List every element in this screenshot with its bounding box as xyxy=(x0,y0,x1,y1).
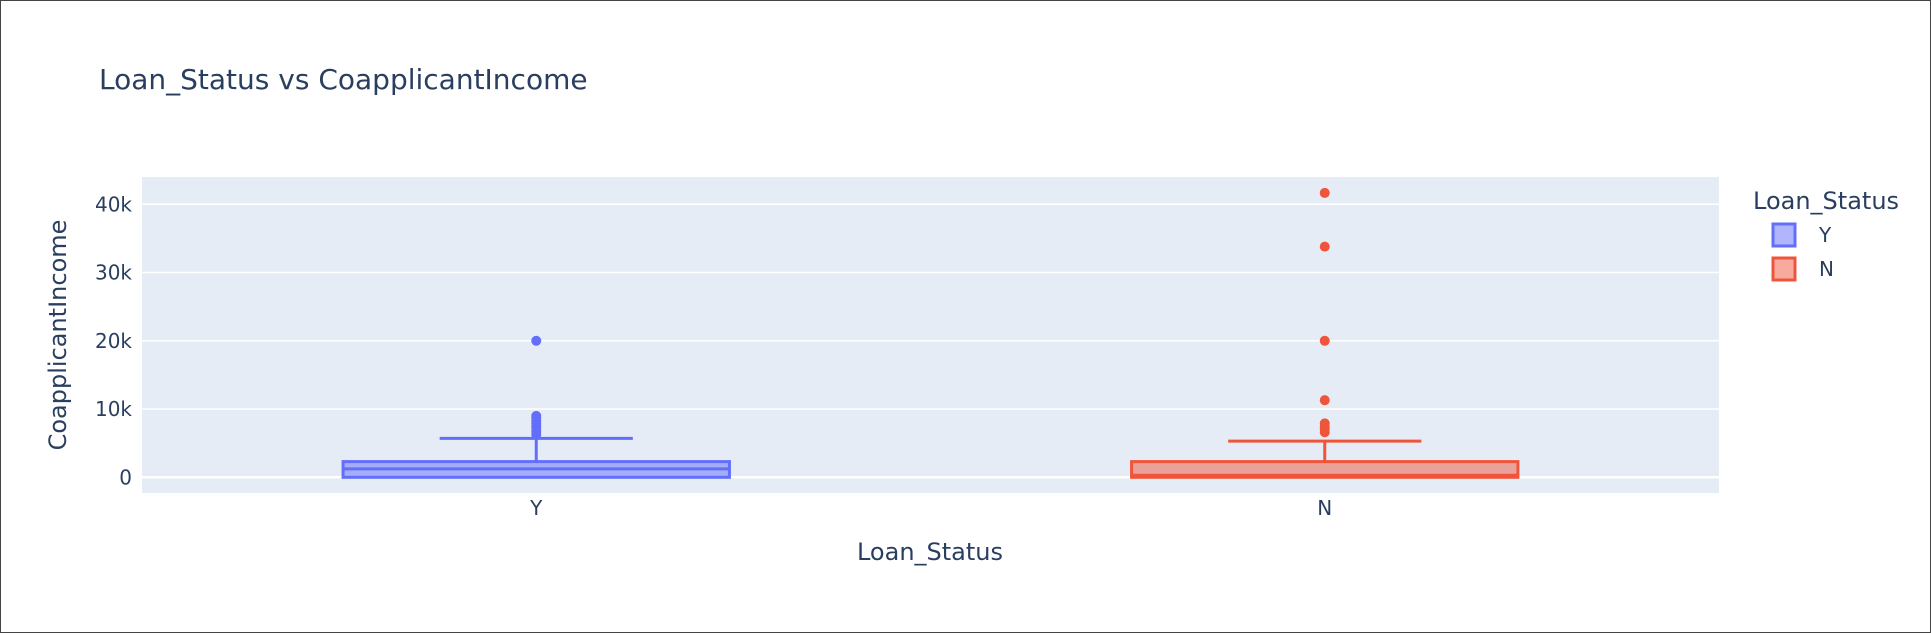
outlier-point xyxy=(1319,418,1330,429)
outlier-point xyxy=(1319,187,1330,198)
legend: Loan_Status YN xyxy=(1753,187,1899,282)
outlier-point xyxy=(1319,241,1330,252)
y-tick-label: 10k xyxy=(95,397,132,421)
outlier-point xyxy=(1319,395,1330,406)
box-Y xyxy=(341,335,731,479)
y-tick-label: 20k xyxy=(95,329,132,353)
legend-swatch xyxy=(1771,256,1797,282)
outlier-point xyxy=(531,410,542,421)
legend-item-N: N xyxy=(1771,256,1834,282)
legend-swatch xyxy=(1771,222,1797,248)
plot-area xyxy=(142,177,1719,493)
legend-item-Y: Y xyxy=(1771,222,1832,248)
y-tick-labels: 0 10k 20k 30k 40k xyxy=(95,192,132,489)
outlier-point xyxy=(531,335,542,346)
outlier-point xyxy=(1319,335,1330,346)
boxes xyxy=(341,187,1520,479)
x-tick-label: Y xyxy=(529,496,543,520)
box-N xyxy=(1130,187,1520,479)
legend-label: Y xyxy=(1818,223,1832,247)
legend-title: Loan_Status xyxy=(1753,187,1899,215)
legend-label: N xyxy=(1819,257,1834,281)
y-tick-label: 0 xyxy=(119,465,132,489)
y-tick-label: 40k xyxy=(95,192,132,216)
x-tick-label: N xyxy=(1317,496,1332,520)
y-tick-label: 30k xyxy=(95,261,132,285)
chart-title: Loan_Status vs CoapplicantIncome xyxy=(99,63,588,96)
y-axis-title: CoapplicantIncome xyxy=(44,220,72,451)
x-axis-title: Loan_Status xyxy=(857,538,1003,566)
